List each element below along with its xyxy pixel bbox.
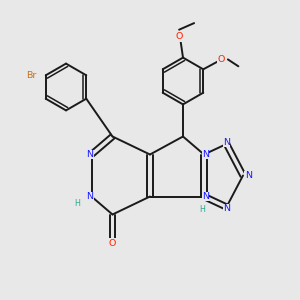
Text: O: O	[109, 238, 116, 247]
Text: O: O	[176, 32, 183, 41]
Text: H: H	[74, 200, 80, 208]
Text: O: O	[218, 55, 225, 64]
Text: N: N	[223, 138, 230, 147]
Text: N: N	[86, 192, 94, 201]
Text: H: H	[200, 205, 206, 214]
Text: N: N	[223, 204, 230, 213]
Text: N: N	[86, 150, 94, 159]
Text: N: N	[245, 171, 252, 180]
Text: Br: Br	[26, 71, 37, 80]
Text: N: N	[202, 150, 209, 159]
Text: N: N	[202, 192, 209, 201]
